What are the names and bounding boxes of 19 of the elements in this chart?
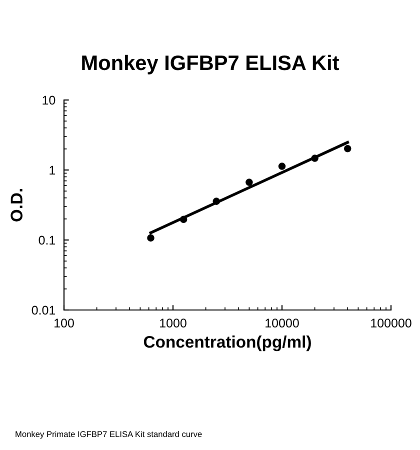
point — [344, 144, 352, 152]
y-tick-label: 0.1 — [38, 236, 56, 245]
point — [311, 154, 318, 162]
x-tick-label: 100 — [54, 318, 74, 328]
text: Monkey Primate IGFBP7 ELISA Kit standard curve — [16, 430, 202, 439]
y-tick-label: 1 — [50, 166, 56, 175]
x-tick-label: 100000 — [371, 318, 412, 328]
chart-title: Monkey IGFBP7 ELISA Kit — [82, 54, 340, 74]
point — [246, 178, 253, 186]
x-tick-label: 10000 — [266, 318, 299, 328]
y-tick-label: 10 — [42, 96, 56, 105]
point — [278, 162, 286, 170]
point — [147, 234, 154, 242]
y-axis-title: O.D. — [10, 189, 22, 222]
x-tick-label: 1000 — [160, 318, 186, 328]
point — [180, 216, 188, 224]
x-axis-title: Concentration(pg/ml) — [144, 336, 311, 352]
point — [212, 198, 220, 205]
y-tick-label: 0.01 — [32, 306, 56, 315]
